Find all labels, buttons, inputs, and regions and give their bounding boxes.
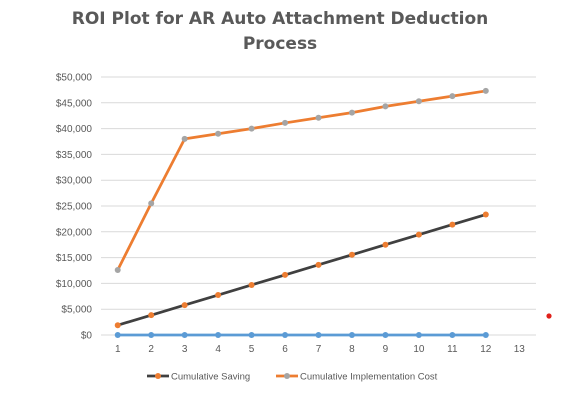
- data-point: [248, 281, 255, 288]
- chart-title-line2: Process: [242, 34, 318, 54]
- series-cumulative-implementation-cost: [114, 87, 489, 273]
- y-tick-label: $40,000: [56, 124, 93, 135]
- y-tick-label: $15,000: [56, 253, 93, 264]
- data-point: [282, 271, 289, 278]
- data-point: [315, 261, 322, 268]
- data-point: [248, 125, 255, 132]
- x-tick-label: 3: [182, 344, 188, 355]
- x-tick-label: 6: [282, 344, 288, 355]
- data-point: [415, 98, 422, 105]
- data-point: [114, 266, 121, 273]
- y-tick-label: $45,000: [56, 98, 93, 109]
- data-point: [315, 114, 322, 121]
- data-point: [348, 109, 355, 116]
- x-tick-label: 13: [514, 344, 526, 355]
- x-tick-label: 5: [249, 344, 255, 355]
- data-point: [181, 135, 188, 142]
- data-point: [449, 93, 456, 100]
- data-point: [148, 332, 155, 338]
- series-line: [116, 89, 487, 271]
- data-point: [282, 332, 289, 338]
- data-point: [248, 332, 255, 338]
- data-point: [148, 200, 155, 207]
- y-axis-ticks: $0 $5,000 $10,000 $15,000 $20,000 $25,000 $30,…: [56, 73, 93, 342]
- y-tick-label: $5,000: [61, 305, 92, 316]
- legend-label: Cumulative Saving: [171, 372, 250, 383]
- x-tick-label: 11: [447, 344, 458, 355]
- data-point: [215, 292, 222, 299]
- data-point: [449, 332, 456, 338]
- data-point: [482, 87, 489, 94]
- y-tick-label: $30,000: [56, 176, 93, 187]
- legend-item: Cumulative Saving: [147, 372, 250, 383]
- data-point: [382, 241, 389, 248]
- data-point: [382, 332, 389, 338]
- data-point: [482, 332, 489, 338]
- data-point: [415, 332, 422, 338]
- data-point: [482, 211, 489, 218]
- series-layer: [114, 87, 489, 338]
- x-tick-label: 9: [383, 344, 389, 355]
- data-point: [282, 119, 289, 126]
- legend: Cumulative Saving Cumulative Implementati…: [147, 372, 438, 383]
- x-tick-label: 10: [413, 344, 425, 355]
- data-point: [315, 332, 322, 338]
- data-point: [449, 221, 456, 228]
- x-tick-label: 12: [480, 344, 492, 355]
- data-point: [415, 231, 422, 238]
- data-point: [382, 103, 389, 110]
- data-point: [348, 332, 355, 338]
- chart-title-line1: ROI Plot for AR Auto Attachment Deductio…: [71, 9, 489, 29]
- data-point: [181, 332, 188, 338]
- data-point: [215, 332, 222, 338]
- x-tick-label: 4: [215, 344, 221, 355]
- stray-marker-dot: [546, 313, 552, 319]
- y-tick-label: $0: [81, 331, 93, 342]
- x-tick-label: 7: [316, 344, 322, 355]
- x-axis-ticks: 1 2 3 4 5 6 7 8 9 10 11 12 13: [115, 344, 525, 355]
- data-point: [215, 130, 222, 137]
- data-point: [114, 332, 121, 338]
- series-line: [117, 213, 487, 327]
- data-point: [181, 302, 188, 309]
- x-tick-label: 1: [115, 344, 121, 355]
- data-point: [148, 312, 155, 319]
- legend-swatch-marker: [155, 373, 161, 379]
- data-point: [114, 322, 121, 329]
- legend-item: Cumulative Implementation Cost: [276, 372, 438, 383]
- x-tick-label: 8: [349, 344, 355, 355]
- x-tick-label: 2: [148, 344, 154, 355]
- legend-label: Cumulative Implementation Cost: [300, 372, 438, 383]
- series-zero-baseline: [114, 332, 489, 338]
- data-point: [348, 251, 355, 258]
- series-cumulative-saving: [114, 211, 489, 329]
- y-tick-label: $25,000: [56, 202, 93, 213]
- y-tick-label: $20,000: [56, 227, 93, 238]
- y-tick-label: $35,000: [56, 150, 93, 161]
- legend-swatch-marker: [284, 373, 290, 379]
- y-tick-label: $10,000: [56, 279, 93, 290]
- y-tick-label: $50,000: [56, 73, 93, 84]
